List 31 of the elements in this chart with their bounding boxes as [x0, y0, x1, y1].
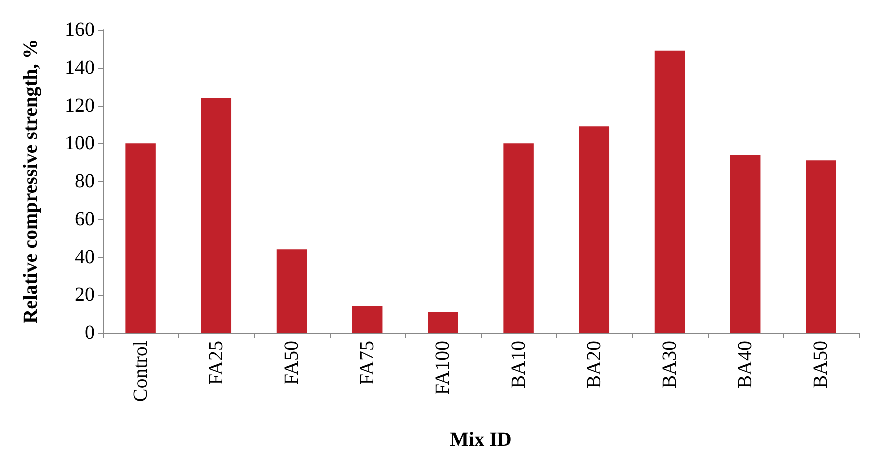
- bar: [806, 160, 836, 333]
- bar: [579, 126, 610, 333]
- y-tick-label: 120: [65, 94, 95, 117]
- y-axis-title: Relative compressive strength, %: [20, 39, 42, 324]
- x-tick-label: FA75: [356, 341, 379, 386]
- x-tick-label: BA20: [583, 341, 606, 389]
- y-tick-label: 40: [75, 246, 95, 268]
- y-tick-label: 100: [65, 132, 95, 155]
- y-tick-label: 20: [75, 284, 95, 306]
- bar: [504, 144, 534, 333]
- x-tick-label: FA100: [432, 341, 454, 396]
- x-tick-label: BA40: [734, 341, 757, 389]
- bar: [654, 50, 686, 333]
- y-tick-label: 60: [75, 208, 95, 230]
- x-axis-title: Mix ID: [450, 429, 512, 451]
- y-tick-label: 160: [65, 19, 95, 41]
- y-tick-label: 140: [65, 56, 95, 79]
- bar: [730, 154, 761, 333]
- bar: [126, 144, 156, 333]
- bar: [352, 306, 383, 333]
- bar: [276, 250, 308, 333]
- x-tick-label: BA30: [659, 341, 681, 389]
- bar: [428, 312, 458, 333]
- x-tick-label: FA25: [205, 341, 228, 386]
- y-tick-label: 0: [85, 322, 95, 344]
- x-tick-label: Control: [130, 340, 152, 402]
- x-tick-label: BA10: [508, 341, 530, 389]
- x-tick-label: BA50: [810, 341, 832, 389]
- bar: [201, 98, 232, 333]
- y-tick-label: 80: [75, 170, 95, 192]
- x-tick-label: FA50: [281, 341, 303, 386]
